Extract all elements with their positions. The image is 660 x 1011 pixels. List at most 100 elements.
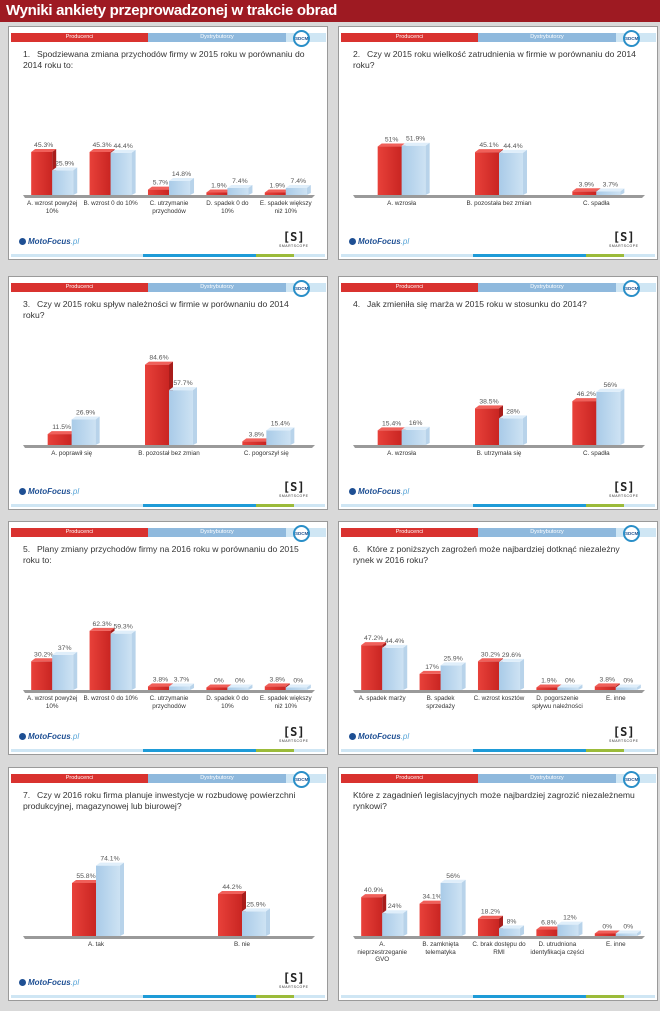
question-title: Czy w 2016 roku firma planuje inwestycje… <box>23 790 296 811</box>
chart-panel-5: Producenci Dystrybutorzy SDCM 5. Plany zmian… <box>8 521 328 755</box>
smartscope-mark: [S] <box>282 480 305 494</box>
bar-producers <box>377 143 406 195</box>
footer-stripe <box>585 504 624 507</box>
footer-stripe <box>472 995 586 998</box>
bar-distributors <box>596 188 625 195</box>
motofocus-logo: MotoFocus.pl <box>19 978 79 987</box>
data-label: 18.2% <box>481 909 500 916</box>
data-label: 44.4% <box>503 143 522 150</box>
data-label: 44.4% <box>385 638 404 645</box>
chart-panel-8: Producenci Dystrybutorzy SDCM Które z zagad… <box>338 767 658 1001</box>
footer-stripe <box>142 995 256 998</box>
data-label: 57.7% <box>173 380 192 387</box>
category-label: E. inne <box>605 941 626 948</box>
category-label: A. wzrosła <box>387 200 417 207</box>
question-text: 5. Plany zmiany przychodów firmy na 2016 … <box>23 544 308 566</box>
data-label: 29.6% <box>502 652 521 659</box>
bar-distributors <box>596 388 625 445</box>
bar-chart: 15.4% 16% 38.5% 28% 46.2% 56% <box>353 382 645 448</box>
footer-stripes <box>341 504 655 507</box>
data-label: 12% <box>563 915 577 922</box>
motofocus-icon <box>19 238 26 245</box>
sdcm-logo: SDCM <box>623 30 640 47</box>
footer-stripe <box>255 504 294 507</box>
bar-distributors <box>557 921 583 936</box>
motofocus-logo: MotoFocus.pl <box>349 487 409 496</box>
bar-distributors <box>557 684 583 690</box>
data-label: 51.9% <box>406 136 425 143</box>
category-label: D. spadek 0 do 10% <box>206 200 249 215</box>
data-label: 30.2% <box>481 651 500 658</box>
bar-distributors <box>382 910 408 936</box>
category-label: B. spadek sprzedaży <box>426 695 455 710</box>
smartscope-mark: [S] <box>612 480 635 494</box>
category-label: C. brak dostępu do RMI <box>472 941 526 956</box>
smartscope-logo: [S] SMARTSCOPE <box>609 725 638 743</box>
data-label: 17% <box>425 664 439 671</box>
question-number: 2. <box>353 49 361 59</box>
footer-stripe <box>472 749 586 752</box>
data-label: 28% <box>506 408 520 415</box>
legend-distributors: Dystrybutorzy <box>148 528 286 537</box>
footer-stripe <box>255 995 294 998</box>
bar-distributors <box>382 644 408 690</box>
smartscope-text: SMARTSCOPE <box>609 244 639 248</box>
legend-distributors: Dystrybutorzy <box>148 774 286 783</box>
question-number: 5. <box>23 544 31 554</box>
category-label: C. spadła <box>583 200 610 207</box>
category-label: C. pogorszył się <box>243 450 289 457</box>
category-label: C. utrzymanie przychodów <box>149 200 189 215</box>
bar-producers <box>218 891 246 936</box>
data-label: 6.8% <box>541 920 557 927</box>
motofocus-icon <box>19 979 26 986</box>
bar-chart: 45.3%25.9%45.3% 44.4%5.7%14.8%1.9%7.4%1.9… <box>23 142 315 198</box>
data-label: 5.7% <box>153 180 169 187</box>
data-label: 34.1% <box>422 894 441 901</box>
data-label: 25.9% <box>55 160 74 167</box>
bar-distributors <box>401 142 430 195</box>
bar-producers <box>72 879 100 936</box>
category-label: D. spadek 0 do 10% <box>206 695 249 710</box>
data-label: 62.3% <box>92 621 111 628</box>
chart-panel-7: Producenci Dystrybutorzy SDCM 7. Czy w 2016 … <box>8 767 328 1001</box>
question-text: 2. Czy w 2015 roku wielkość zatrudnienia … <box>353 49 638 71</box>
motofocus-logo: MotoFocus.pl <box>19 487 79 496</box>
category-label: C. spadła <box>583 450 610 457</box>
bar-distributors <box>169 683 195 690</box>
category-label: E. inne <box>605 695 626 702</box>
bar-distributors <box>499 149 527 195</box>
legend-producers: Producenci <box>11 33 148 42</box>
motofocus-icon <box>19 488 26 495</box>
smartscope-logo: [S] SMARTSCOPE <box>279 725 308 743</box>
bar-distributors <box>401 426 430 445</box>
legend-distributors: Dystrybutorzy <box>478 283 616 292</box>
bar-chart: 51% 51.9% 45.1% 44.4% 3.9% 3.7% <box>353 136 645 198</box>
bar-distributors <box>169 387 197 445</box>
chart-floor <box>23 936 315 939</box>
smartscope-mark: [S] <box>282 230 305 244</box>
smartscope-mark: [S] <box>612 725 635 739</box>
footer-stripes <box>11 749 325 752</box>
category-label: A. tak <box>87 941 105 948</box>
smartscope-mark: [S] <box>612 230 635 244</box>
question-number: 3. <box>23 299 31 309</box>
category-label: B. pozostała bez zmian <box>466 200 532 207</box>
footer-stripe <box>585 995 624 998</box>
data-label: 3.7% <box>174 676 190 683</box>
category-label: C. wzrost kosztów <box>473 695 525 702</box>
footer-stripe <box>293 995 325 998</box>
legend-distributors: Dystrybutorzy <box>478 774 616 783</box>
data-label: 7.4% <box>232 178 248 185</box>
sdcm-logo: SDCM <box>293 30 310 47</box>
footer-stripe <box>623 254 655 257</box>
category-label: A. wzrosła <box>387 450 417 457</box>
bar-producers <box>572 398 601 445</box>
category-label: B. pozostał bez zmian <box>138 450 200 457</box>
footer-stripe <box>255 254 294 257</box>
motofocus-name: MotoFocus <box>358 487 401 496</box>
motofocus-icon <box>349 733 356 740</box>
data-label: 56% <box>604 382 618 389</box>
bar-distributors <box>440 879 466 936</box>
chart-panel-3: Producenci Dystrybutorzy SDCM 3. Czy w 2015 … <box>8 276 328 510</box>
category-label: D. pogorszenie spływu należności <box>532 695 583 710</box>
